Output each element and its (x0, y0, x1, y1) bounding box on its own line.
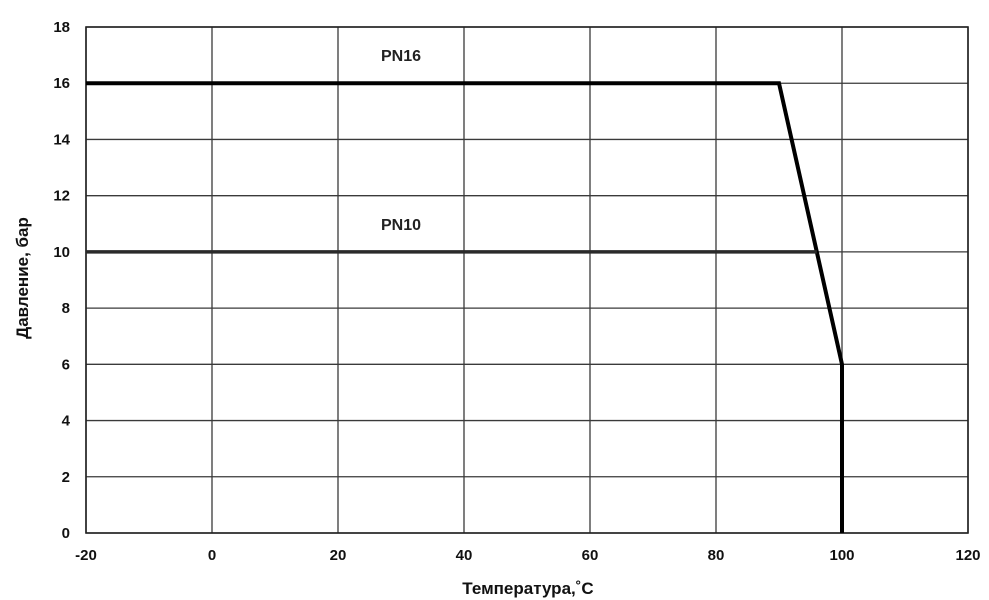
x-tick-label: 20 (330, 547, 347, 564)
series-label-pn10: PN10 (381, 217, 421, 234)
x-tick-label: 80 (708, 547, 725, 564)
series (86, 81, 844, 533)
x-tick-label: 120 (955, 547, 980, 564)
y-tick-label: 16 (53, 75, 70, 92)
y-tick-label: 4 (62, 413, 71, 430)
y-tick-label: 14 (53, 131, 70, 148)
y-tick-label: 6 (62, 356, 70, 373)
y-tick-label: 2 (62, 469, 70, 486)
y-tick-label: 12 (53, 188, 70, 205)
series-label-pn16: PN16 (381, 48, 421, 65)
plot-frame (85, 26, 969, 534)
x-tick-label: 60 (582, 547, 599, 564)
grid (85, 26, 969, 534)
series-labels: PN16 PN10 (381, 48, 421, 234)
x-tick-label: 40 (456, 547, 473, 564)
series-line-pn16 (86, 81, 844, 533)
x-axis-ticks: -20 0 20 40 60 80 100 120 (75, 547, 980, 564)
y-tick-label: 8 (62, 300, 70, 317)
y-axis-ticks: 0 2 4 6 8 10 12 14 16 18 (53, 19, 70, 542)
y-tick-label: 0 (62, 525, 70, 542)
y-axis-title: Давление, бар (13, 217, 32, 339)
x-tick-label: -20 (75, 547, 97, 564)
x-tick-label: 0 (208, 547, 216, 564)
x-tick-label: 100 (829, 547, 854, 564)
y-tick-label: 18 (53, 19, 70, 36)
x-axis-title: Температура,˚С (462, 579, 593, 598)
y-tick-label: 10 (53, 244, 70, 261)
